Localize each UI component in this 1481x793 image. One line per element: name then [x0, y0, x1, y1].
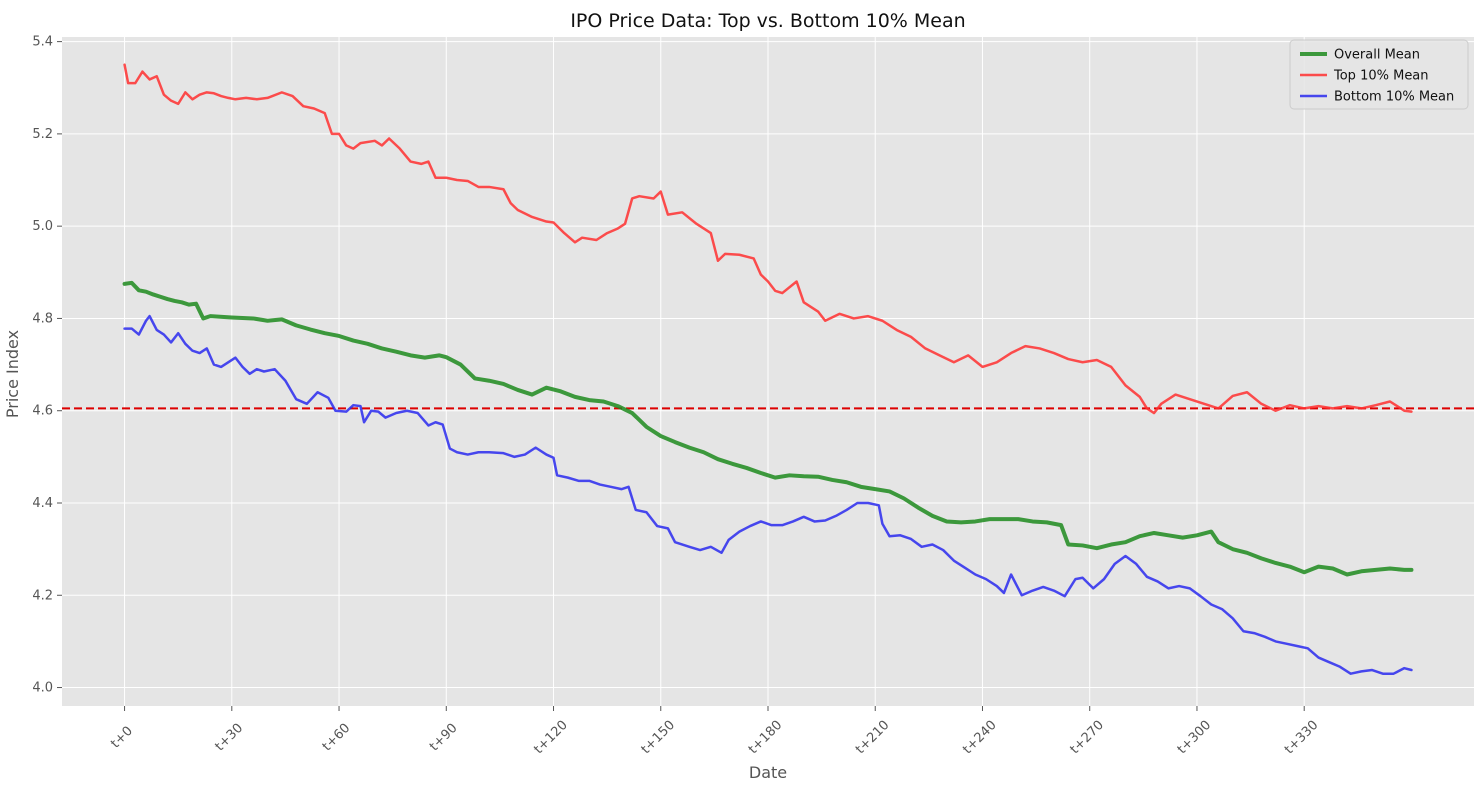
y-tick-label: 5.2 — [32, 127, 53, 142]
legend-label: Overall Mean — [1334, 48, 1420, 63]
series-line-top-10-mean — [123, 63, 1413, 415]
y-tick-label: 4.0 — [32, 681, 53, 696]
y-tick-label: 5.0 — [32, 219, 53, 234]
series-line-overall-mean — [122, 280, 1414, 577]
y-tick-label: 4.2 — [32, 588, 53, 603]
y-tick-label: 4.4 — [32, 496, 53, 511]
legend-label: Bottom 10% Mean — [1334, 90, 1454, 105]
legend-label: Top 10% Mean — [1333, 69, 1429, 84]
series-line-bottom-10-mean — [123, 314, 1413, 675]
legend-box — [1289, 39, 1469, 110]
legend: Overall Mean Top 10% Mean Bottom 10% Mean — [1289, 39, 1469, 110]
x-axis-label: Date — [749, 763, 787, 782]
y-tick-label: 4.8 — [32, 311, 53, 326]
chart-title: IPO Price Data: Top vs. Bottom 10% Mean — [570, 10, 965, 32]
y-tick-label: 5.4 — [32, 35, 53, 50]
y-tick-label: 4.6 — [32, 404, 53, 419]
plot-area — [62, 37, 1474, 706]
grid — [62, 37, 1474, 706]
series-group — [122, 63, 1414, 675]
y-axis-label: Price Index — [3, 330, 22, 418]
